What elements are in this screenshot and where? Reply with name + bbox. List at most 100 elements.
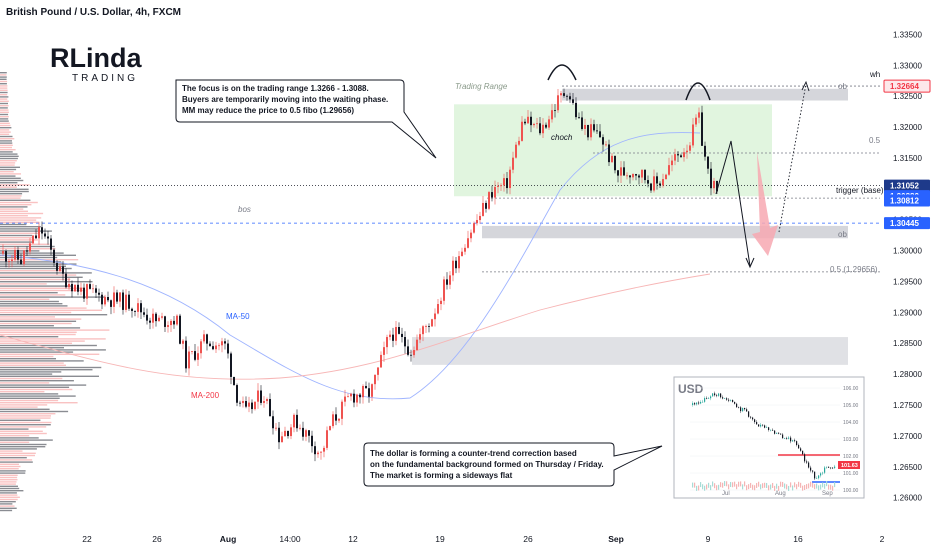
- volume-profile-bar: [0, 168, 17, 171]
- candle-body: [233, 376, 235, 386]
- candle-body: [122, 292, 124, 310]
- volume-profile-bar: [0, 309, 102, 311]
- inset-candle-body: [778, 432, 780, 434]
- volume-profile-bar: [0, 503, 13, 505]
- candle-body: [131, 308, 133, 311]
- candle-body: [506, 178, 508, 189]
- volume-profile-bar: [0, 494, 18, 496]
- candle-body: [212, 346, 214, 350]
- candle-body: [563, 93, 565, 96]
- inset-volume-bar: [824, 483, 826, 489]
- candle-body: [338, 418, 340, 421]
- volume-profile-bar: [0, 239, 38, 241]
- candle-body: [284, 430, 286, 437]
- volume-profile-bar: [0, 179, 24, 182]
- y-tick-label: 1.32000: [893, 123, 922, 132]
- volume-profile-bar: [0, 234, 33, 237]
- candle-body: [659, 183, 661, 186]
- inset-volume-bar: [780, 481, 782, 487]
- candle-body: [311, 435, 313, 447]
- focus-note-line-2: Buyers are temporarily moving into the w…: [182, 95, 388, 104]
- candle-body: [41, 227, 43, 234]
- inset-candle-body: [780, 433, 782, 435]
- inset-candle-body: [826, 466, 828, 468]
- top-arc-1: [547, 64, 577, 81]
- volume-profile-bar: [0, 186, 17, 188]
- inset-candle-body: [732, 400, 734, 402]
- inset-candle-body: [754, 419, 756, 423]
- volume-profile-bar: [0, 217, 42, 219]
- inset-month-3: Sep: [822, 491, 833, 497]
- x-axis[interactable]: 22 26 Aug 14:00 12 19 26 Sep 9 16 2: [82, 534, 884, 544]
- dollar-note-bubble: [363, 442, 663, 487]
- volume-profile-bar: [0, 122, 10, 124]
- candle-body: [269, 399, 271, 417]
- inset-candle-body: [738, 407, 740, 408]
- candle-body: [611, 155, 613, 163]
- ma50-label: MA-50: [226, 312, 250, 321]
- inset-volume-bar: [728, 484, 730, 490]
- inset-volume-bar: [736, 484, 738, 490]
- dollar-note-line-1: The dollar is forming a counter-trend co…: [370, 449, 577, 458]
- candle-body: [710, 168, 712, 189]
- inset-candle-body: [714, 393, 716, 396]
- x-tick-label: 19: [435, 534, 445, 544]
- volume-profile-bar: [0, 245, 55, 248]
- volume-profile-bar: [0, 89, 8, 91]
- candle-body: [194, 351, 196, 360]
- volume-profile-bar: [0, 197, 21, 199]
- candle-body: [674, 154, 676, 161]
- volume-profile-bar: [0, 173, 21, 175]
- volume-profile-bar: [0, 318, 82, 320]
- candle-body: [602, 137, 604, 145]
- candle-body: [116, 292, 118, 302]
- inset-candle-body: [694, 403, 696, 405]
- inset-volume-bar: [726, 481, 728, 487]
- volume-profile-bar: [0, 142, 13, 144]
- inset-candle-body: [708, 398, 710, 399]
- candle-body: [251, 402, 253, 410]
- candle-body: [608, 144, 610, 163]
- inset-candle-body: [782, 434, 784, 439]
- candle-body: [47, 236, 49, 239]
- logo-letters: RLinda: [50, 43, 142, 73]
- price-tag: [884, 217, 930, 230]
- inset-candle-body: [750, 416, 752, 418]
- candle-body: [161, 316, 163, 318]
- inset-candle-body: [726, 398, 728, 400]
- candle-body: [203, 334, 205, 342]
- volume-profile-bar: [0, 366, 102, 369]
- y-axis[interactable]: 1.33500 1.33000 1.32500 1.32000 1.31500 1.310…: [883, 30, 931, 503]
- volume-profile-bar: [0, 80, 8, 83]
- volume-profile-bar: [0, 448, 37, 450]
- focus-note-line-3: MM may reduce the price to 0.5 fibo (1.2…: [182, 106, 354, 115]
- inset-candle-body: [706, 398, 708, 399]
- volume-profile-bar: [0, 267, 72, 270]
- projection-arrowhead: [745, 257, 755, 269]
- inset-candle-body: [810, 467, 812, 471]
- volume-profile-bar: [0, 248, 56, 250]
- inset-candle-body: [698, 402, 700, 404]
- candle-body: [689, 145, 691, 151]
- candle-body: [632, 174, 634, 178]
- candle-body: [557, 95, 559, 111]
- inset-candle-body: [802, 450, 804, 455]
- candle-body: [467, 238, 469, 248]
- choch-label: choch: [551, 133, 573, 142]
- volume-profile-bar: [0, 373, 53, 375]
- inset-volume-bar: [808, 483, 810, 489]
- volume-profile-bar: [0, 144, 13, 146]
- candle-body: [353, 393, 355, 403]
- inset-frame: [673, 376, 865, 499]
- volume-profile-bar: [0, 465, 21, 468]
- volume-profile-bar: [0, 78, 7, 80]
- candle-body: [443, 279, 445, 301]
- volume-profile-bar: [0, 201, 38, 204]
- candle-body: [440, 300, 442, 305]
- candle-body: [653, 176, 655, 191]
- candle-body: [380, 354, 382, 368]
- volume-profile-bar: [0, 190, 29, 193]
- y-tick-label: 1.31500: [893, 154, 922, 163]
- volume-profile-bar: [0, 250, 40, 252]
